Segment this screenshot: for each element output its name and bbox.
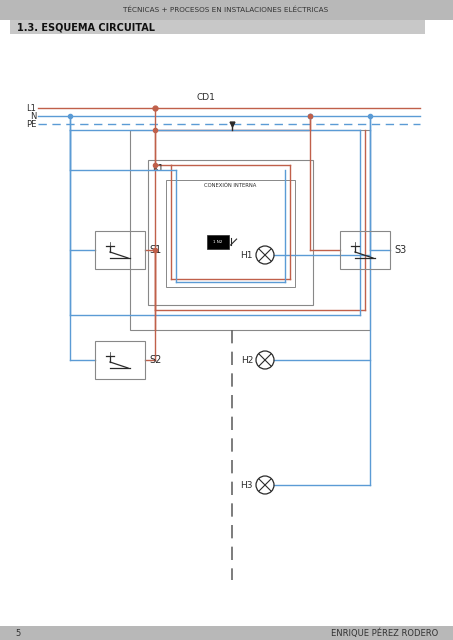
Text: 1 N2: 1 N2 <box>213 240 222 244</box>
Bar <box>207 235 229 249</box>
Bar <box>10 20 425 34</box>
Text: H1: H1 <box>241 250 253 259</box>
Text: CD1: CD1 <box>196 93 215 102</box>
Text: TÉCNICAS + PROCESOS EN INSTALACIONES ELÉCTRICAS: TÉCNICAS + PROCESOS EN INSTALACIONES ELÉ… <box>123 7 328 13</box>
Bar <box>130 130 370 330</box>
Bar <box>148 160 313 305</box>
Text: S3: S3 <box>394 245 406 255</box>
Text: N: N <box>29 111 36 120</box>
Bar <box>95 341 145 379</box>
Text: CONEXIÓN INTERNA: CONEXIÓN INTERNA <box>204 183 257 188</box>
Text: ENRIQUE PÉREZ RODERO: ENRIQUE PÉREZ RODERO <box>331 628 438 637</box>
Bar <box>0 0 453 20</box>
Text: PE: PE <box>26 120 36 129</box>
Text: 1.3. ESQUEMA CIRCUITAL: 1.3. ESQUEMA CIRCUITAL <box>17 22 155 32</box>
Bar <box>166 180 295 287</box>
Text: L1: L1 <box>26 104 36 113</box>
Text: K1: K1 <box>152 164 164 173</box>
Text: S2: S2 <box>149 355 161 365</box>
Text: H2: H2 <box>241 355 253 365</box>
Text: 5: 5 <box>15 628 20 637</box>
Bar <box>95 231 145 269</box>
Bar <box>340 231 390 269</box>
Bar <box>0 626 453 640</box>
Text: S1: S1 <box>149 245 161 255</box>
Text: H3: H3 <box>241 481 253 490</box>
